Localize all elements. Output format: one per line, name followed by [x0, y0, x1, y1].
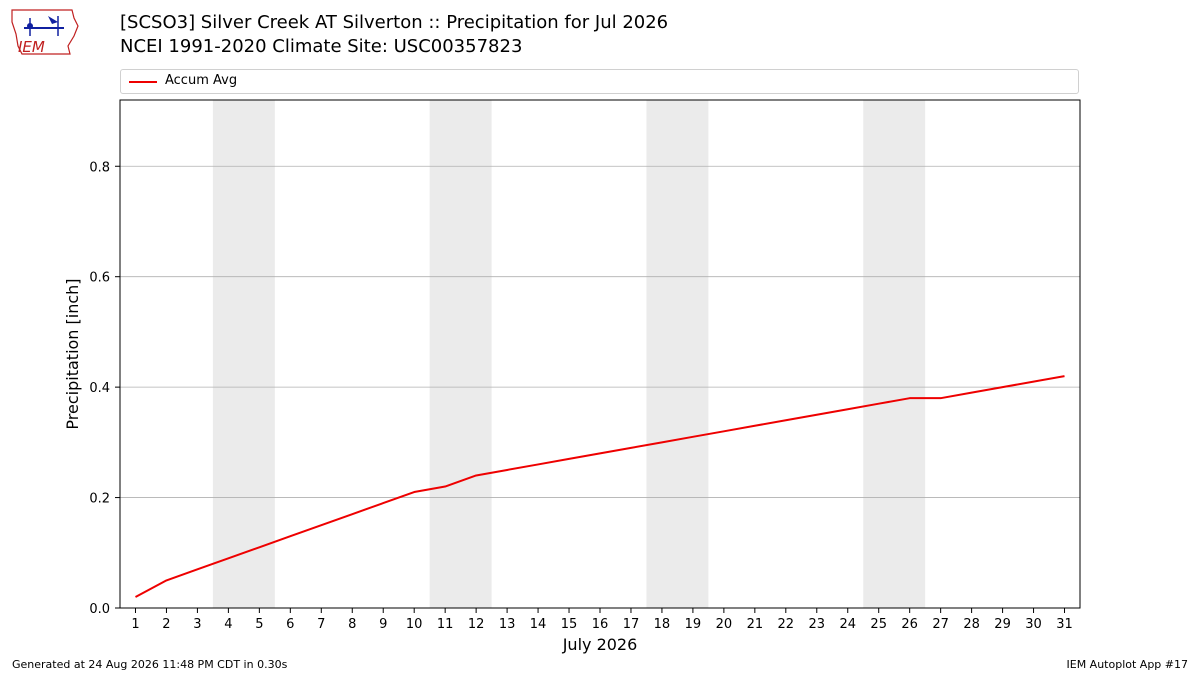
iowa-outline-icon: [11, 9, 79, 55]
legend-swatch-accum-avg: [129, 81, 157, 83]
y-tick-label-0: 0.0: [89, 602, 110, 617]
y-tick-label-3: 0.6: [89, 271, 110, 286]
legend-label-accum-avg: Accum Avg: [165, 73, 238, 88]
x-tick-label-26: 26: [901, 617, 918, 632]
y-tick-label-2: 0.4: [89, 381, 110, 396]
axis-ticks: 1 2 3 4 5 6 7 8 9 10 11 12 13 14 15 16 17 18 19 20 21 22 23 24 2…: [89, 160, 1072, 632]
x-tick-label-18: 18: [654, 617, 671, 632]
generated-timestamp: Generated at 24 Aug 2026 11:48 PM CDT in…: [12, 658, 288, 671]
series-layer: [135, 375, 1065, 598]
x-tick-label-30: 30: [1025, 617, 1042, 632]
weekend-band-3: [646, 100, 709, 608]
y-tick-label-4: 0.8: [89, 160, 110, 175]
logo-text: IEM: [18, 38, 45, 56]
app-label: IEM Autoplot App #17: [1066, 658, 1189, 671]
x-tick-label-22: 22: [778, 617, 795, 632]
x-tick-label-12: 12: [468, 617, 485, 632]
x-axis-label: July 2026: [562, 635, 638, 654]
x-tick-label-31: 31: [1056, 617, 1073, 632]
x-tick-label-28: 28: [963, 617, 980, 632]
x-tick-label-20: 20: [716, 617, 733, 632]
weekend-band-4: [863, 100, 926, 608]
chart-legend: Accum Avg: [120, 69, 1079, 94]
x-tick-label-27: 27: [932, 617, 949, 632]
x-tick-label-7: 7: [317, 617, 325, 632]
x-tick-label-19: 19: [685, 617, 702, 632]
x-tick-label-16: 16: [592, 617, 609, 632]
y-tick-label-1: 0.2: [89, 492, 110, 507]
x-tick-label-8: 8: [348, 617, 356, 632]
x-tick-label-3: 3: [193, 617, 201, 632]
x-tick-label-14: 14: [530, 617, 547, 632]
weekend-band-2: [429, 100, 492, 608]
weekend-band-1: [212, 100, 275, 608]
weekend-shading: [212, 100, 926, 608]
x-tick-label-10: 10: [406, 617, 423, 632]
x-tick-label-2: 2: [162, 617, 170, 632]
x-tick-label-11: 11: [437, 617, 454, 632]
x-tick-label-6: 6: [286, 617, 294, 632]
x-tick-label-29: 29: [994, 617, 1011, 632]
x-tick-label-21: 21: [747, 617, 764, 632]
x-tick-label-4: 4: [224, 617, 232, 632]
x-tick-label-17: 17: [623, 617, 640, 632]
x-tick-label-24: 24: [839, 617, 856, 632]
x-tick-label-23: 23: [809, 617, 826, 632]
x-tick-label-25: 25: [870, 617, 887, 632]
x-tick-label-1: 1: [131, 617, 139, 632]
x-tick-label-13: 13: [499, 617, 516, 632]
x-tick-label-9: 9: [379, 617, 387, 632]
x-tick-label-15: 15: [561, 617, 578, 632]
y-axis-label: Precipitation [inch]: [63, 278, 82, 429]
chart-subtitle: NCEI 1991-2020 Climate Site: USC00357823: [120, 36, 523, 57]
chart-title: [SCSO3] Silver Creek AT Silverton :: Pre…: [120, 12, 669, 33]
iem-logo: IEM: [8, 6, 82, 60]
y-gridlines: [120, 165, 1080, 498]
x-tick-label-5: 5: [255, 617, 263, 632]
